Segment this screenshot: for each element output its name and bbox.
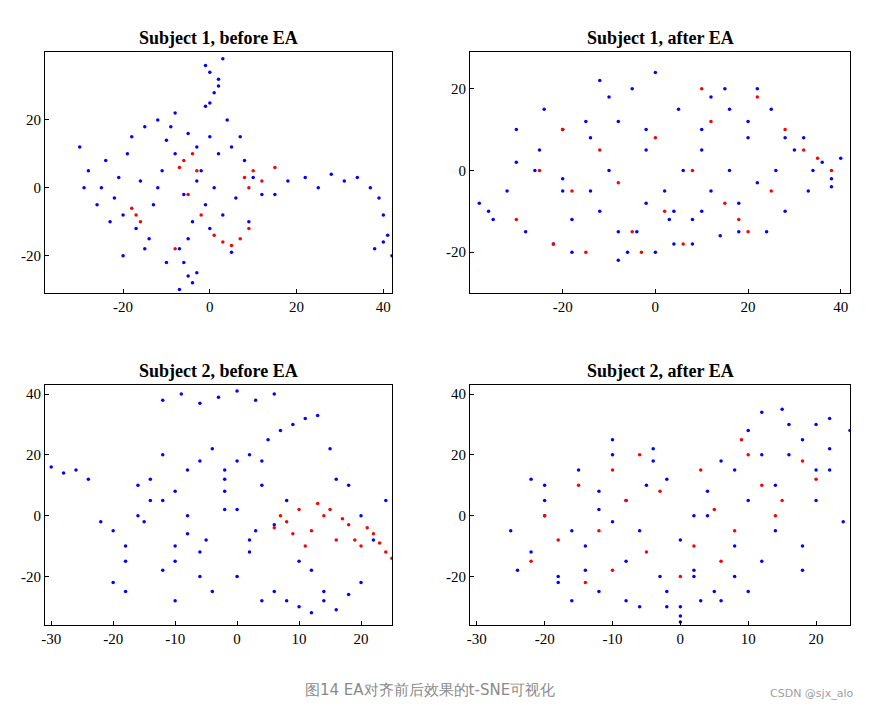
svg-text:Subject 1, before EA: Subject 1, before EA	[139, 28, 298, 48]
svg-text:0: 0	[34, 508, 42, 524]
svg-text:-20: -20	[446, 244, 466, 260]
svg-text:20: 20	[809, 631, 824, 647]
svg-text:20: 20	[741, 299, 756, 315]
svg-text:Subject 2, after EA: Subject 2, after EA	[587, 361, 734, 381]
svg-text:20: 20	[451, 81, 466, 97]
svg-text:0: 0	[459, 508, 467, 524]
svg-text:0: 0	[233, 631, 241, 647]
svg-text:图14 EA对齐前后效果的t-SNE可视化: 图14 EA对齐前后效果的t-SNE可视化	[305, 681, 555, 699]
svg-text:-20: -20	[535, 631, 555, 647]
svg-text:20: 20	[26, 112, 41, 128]
svg-text:40: 40	[451, 386, 466, 402]
svg-text:-10: -10	[603, 631, 623, 647]
svg-text:20: 20	[354, 631, 369, 647]
svg-text:-20: -20	[21, 569, 41, 585]
svg-text:-30: -30	[467, 631, 487, 647]
svg-text:20: 20	[289, 299, 304, 315]
svg-text:0: 0	[652, 299, 660, 315]
svg-text:0: 0	[206, 299, 214, 315]
svg-text:CSDN @sjx_alo: CSDN @sjx_alo	[770, 687, 853, 700]
svg-text:Subject 2, before EA: Subject 2, before EA	[139, 361, 298, 381]
svg-text:0: 0	[459, 163, 467, 179]
svg-text:-20: -20	[446, 569, 466, 585]
svg-text:10: 10	[292, 631, 307, 647]
svg-text:-20: -20	[103, 631, 123, 647]
svg-text:Subject 1, after EA: Subject 1, after EA	[587, 28, 734, 48]
svg-text:20: 20	[26, 447, 41, 463]
svg-text:-10: -10	[165, 631, 185, 647]
svg-text:40: 40	[26, 386, 41, 402]
svg-text:40: 40	[376, 299, 391, 315]
svg-text:-20: -20	[553, 299, 573, 315]
svg-text:20: 20	[451, 447, 466, 463]
svg-text:40: 40	[833, 299, 848, 315]
svg-text:-20: -20	[113, 299, 133, 315]
svg-text:10: 10	[741, 631, 756, 647]
svg-text:0: 0	[34, 180, 42, 196]
svg-text:0: 0	[677, 631, 685, 647]
svg-text:-30: -30	[41, 631, 61, 647]
svg-text:-20: -20	[21, 248, 41, 264]
